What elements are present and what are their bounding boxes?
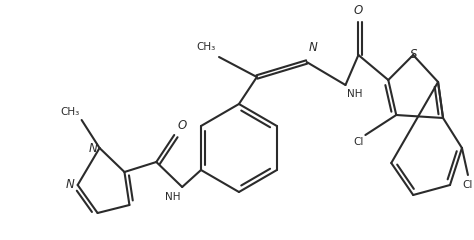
Text: O: O xyxy=(354,4,363,17)
Text: N: N xyxy=(89,142,98,155)
Text: NH: NH xyxy=(347,89,363,99)
Text: S: S xyxy=(410,48,418,60)
Text: NH: NH xyxy=(164,192,180,202)
Text: CH₃: CH₃ xyxy=(197,42,216,52)
Text: CH₃: CH₃ xyxy=(60,107,80,117)
Text: O: O xyxy=(177,119,186,132)
Text: N: N xyxy=(66,179,75,192)
Text: Cl: Cl xyxy=(353,137,364,147)
Text: Cl: Cl xyxy=(463,180,473,190)
Text: N: N xyxy=(309,41,318,54)
